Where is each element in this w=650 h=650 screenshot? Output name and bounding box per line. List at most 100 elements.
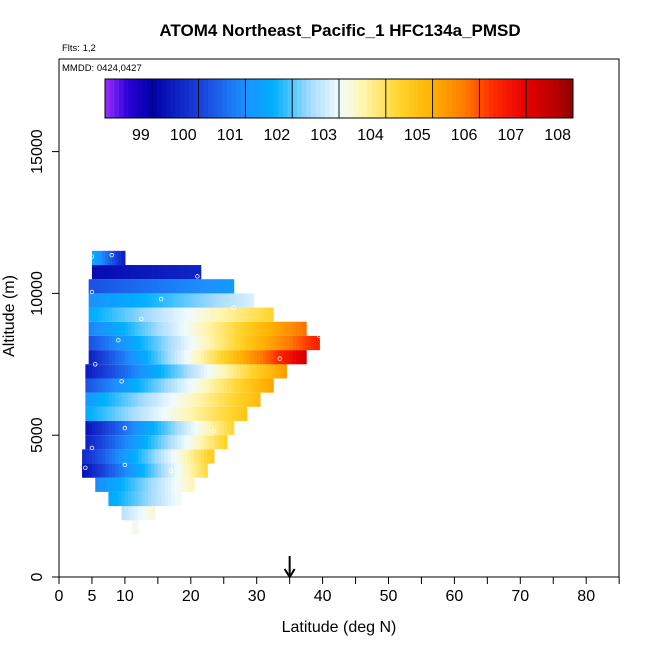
layer-16-cell: [124, 293, 129, 308]
layer-11-cell: [197, 364, 202, 379]
layer-10-cell: [151, 378, 156, 393]
layer-8-cell: [111, 406, 116, 422]
layer-2-cell: [151, 491, 156, 507]
layer-12-cell: [220, 350, 225, 365]
layer-8-cell: [174, 406, 179, 422]
layer-5-cell: [115, 449, 119, 464]
layer-17-cell: [141, 279, 146, 294]
layer-16-cell: [161, 293, 166, 308]
y-tick-label: 5000: [29, 417, 46, 453]
layer-10-cell: [154, 378, 159, 393]
layer-11-cell: [263, 364, 268, 379]
layer-18-cell: [95, 265, 100, 280]
layer-15-cell: [98, 307, 103, 322]
layer-7-cell: [85, 421, 90, 436]
layer-3-cell: [131, 477, 136, 492]
layer-10-cell: [253, 378, 258, 393]
layer-7-cell: [203, 421, 208, 436]
layer-14-cell: [161, 321, 166, 336]
colorbar-segment: [507, 79, 513, 118]
layer-10-cell: [266, 378, 271, 393]
layer-1-cell: [138, 506, 142, 521]
colorbar-tick-label: 108: [544, 127, 571, 144]
layer-10-cell: [85, 378, 90, 393]
layer-12-cell: [190, 350, 195, 365]
layer-6-cell: [131, 435, 136, 450]
layer-15-cell: [217, 307, 222, 322]
layer-12-cell: [98, 350, 103, 365]
layer-17-cell: [200, 279, 205, 294]
layer-8-cell: [200, 406, 205, 422]
layer-18-cell: [177, 265, 182, 280]
layer-7-cell: [210, 421, 215, 436]
sample-point: [317, 333, 322, 339]
layer-17-cell: [190, 279, 195, 294]
layer-7-cell: [151, 421, 156, 436]
layer-15-cell: [177, 307, 182, 322]
layer-18-cell: [167, 265, 172, 280]
layer-15-cell: [227, 307, 231, 322]
layer-14-cell: [233, 321, 238, 336]
sample-point: [89, 289, 95, 295]
layer-11-cell: [91, 364, 96, 379]
layer-13-cell: [306, 335, 311, 351]
layer-11-cell: [187, 364, 192, 379]
layer-12-cell: [124, 350, 129, 365]
layer-13-cell: [167, 335, 172, 351]
layer-16-cell: [115, 293, 119, 308]
layer-15-cell: [213, 307, 218, 322]
layer-3-cell: [111, 477, 116, 492]
layer-12-cell: [154, 350, 159, 365]
colorbar-segment: [432, 79, 438, 118]
layer-5-cell: [177, 449, 182, 464]
layer-18-cell: [171, 265, 175, 280]
layer-10-cell: [184, 378, 189, 393]
layer-10-cell: [161, 378, 166, 393]
layer-7-cell: [184, 421, 189, 436]
layer-18-cell: [174, 265, 179, 280]
layer-7-cell: [134, 421, 139, 436]
layer-6-cell: [151, 435, 156, 450]
colorbar-segment: [526, 79, 532, 118]
layer-17-cell: [134, 279, 139, 294]
colorbar-tick-label: 103: [310, 127, 337, 144]
layer-11-cell: [138, 364, 142, 379]
layer-16-cell: [98, 293, 103, 308]
layer-11-cell: [154, 364, 159, 379]
layer-15-cell: [184, 307, 189, 322]
layer-5-cell: [138, 449, 142, 464]
layer-7-cell: [194, 421, 198, 436]
layer-3-cell: [147, 477, 152, 492]
layer-11-cell: [121, 364, 126, 379]
layer-9-cell: [177, 392, 182, 407]
layer-4-cell: [157, 463, 162, 478]
layer-17-cell: [230, 279, 235, 294]
layer-14-cell: [279, 321, 284, 336]
layer-6-cell: [180, 435, 185, 450]
layer-14-cell: [223, 321, 228, 336]
layer-12-cell: [223, 350, 228, 365]
layer-15-cell: [266, 307, 271, 322]
layer-6-cell: [101, 435, 106, 450]
colorbar-segment: [292, 79, 298, 118]
layer-8-cell: [147, 406, 152, 422]
layer-15-cell: [164, 307, 169, 322]
layer-13-cell: [276, 335, 281, 351]
plot-area: MMDD: 0424,0427 99 100 101 102 103 104 105 106 1…: [58, 58, 620, 578]
layer-12-cell: [95, 350, 100, 365]
layer-13-cell: [236, 335, 241, 351]
colorbar-segment: [516, 79, 523, 118]
layer-10-cell: [207, 378, 212, 393]
layer-13-cell: [91, 335, 96, 351]
layer-3-cell: [177, 477, 182, 492]
layer-9-cell: [223, 392, 228, 407]
layer-17-cell: [177, 279, 182, 294]
layer-7-cell: [200, 421, 205, 436]
colorbar-border: [104, 78, 574, 119]
layer-12-cell: [263, 350, 268, 365]
layer-14-cell: [227, 321, 231, 336]
layer-7-cell: [88, 421, 93, 436]
layer-8-cell: [101, 406, 106, 422]
layer-18-cell: [111, 265, 116, 280]
